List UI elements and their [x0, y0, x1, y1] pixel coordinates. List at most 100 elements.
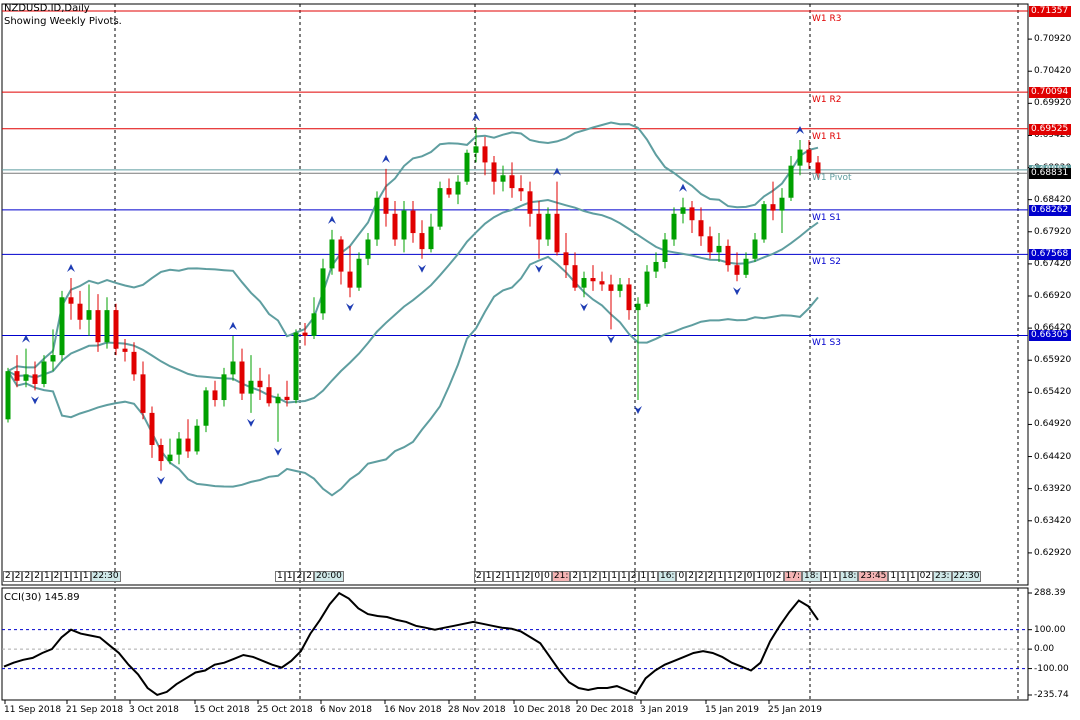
session-cell: 1 [754, 571, 765, 582]
candle-body [374, 197, 380, 240]
candle-body [158, 444, 164, 462]
candle-body [149, 412, 155, 445]
session-strip: 2 1 2 1 1 2 0 0 21: 2 1 2 1 1 1 2 1 1 16: 0 2 2 2 1 1 2 0 1 0 2 17: 18:… [474, 571, 982, 582]
candle-body [581, 278, 587, 288]
session-cell: 18: [839, 571, 859, 582]
candle-body [797, 149, 803, 166]
candle-body [734, 265, 740, 275]
session-cell: 1 [483, 571, 494, 582]
candle-body [680, 207, 686, 214]
session-cell: 1 [61, 571, 72, 582]
price-tick-label: 0.67420 [1034, 258, 1072, 269]
candle-body [527, 191, 533, 214]
session-cell: 2 [695, 571, 706, 582]
candle-body [446, 188, 452, 195]
session-cell: 22:30 [951, 571, 982, 582]
pivot-label: W1 S3 [812, 338, 841, 349]
price-tick-label: 0.67920 [1034, 226, 1072, 237]
candle-body [59, 297, 65, 356]
session-cell: 1 [725, 571, 735, 582]
candle-body [707, 236, 713, 253]
session-cell: 1 [648, 571, 658, 582]
pivot-price-box: 0.70094 [1029, 87, 1071, 99]
candle-body [806, 149, 812, 163]
session-cell: 0 [744, 571, 755, 582]
session-cell: 2 [522, 571, 533, 582]
candle-body [311, 313, 317, 336]
candle-body [383, 197, 389, 214]
candle-body [428, 226, 434, 250]
date-tick-label: 3 Jan 2019 [640, 705, 689, 715]
session-cell: 2 [589, 571, 600, 582]
fractal-up-arrow [229, 321, 237, 330]
candle-body [275, 396, 281, 404]
session-cell: 2 [3, 571, 13, 582]
price-pane-border [1, 3, 1029, 586]
fractal-down-arrow [274, 447, 282, 456]
session-cell: 2 [773, 571, 784, 582]
session-cell: 1 [41, 571, 52, 582]
candle-body [392, 213, 398, 240]
price-tick-label: 0.70420 [1034, 66, 1072, 77]
price-tick-label: 0.64920 [1034, 419, 1072, 430]
candle-body [5, 371, 11, 420]
session-cell: 2 [570, 571, 581, 582]
candle-body [689, 207, 695, 221]
session-cell: 2 [705, 571, 716, 582]
date-tick-label: 20 Dec 2018 [576, 705, 634, 715]
candle-body [140, 374, 146, 413]
session-cell: 1 [284, 571, 295, 582]
cci-tick-label: -100.00 [1034, 663, 1069, 674]
session-cell: 2 [474, 571, 484, 582]
candle-body [329, 239, 335, 269]
candle-body [725, 245, 731, 266]
price-tick-label: 0.68420 [1034, 194, 1072, 205]
candle-body [419, 233, 425, 250]
candle-body [752, 239, 758, 259]
price-tick-label: 0.65920 [1034, 355, 1072, 366]
date-tick-label: 11 Sep 2018 [4, 705, 62, 715]
session-cell: 2 [12, 571, 23, 582]
candle-body [284, 396, 290, 401]
candle-body [203, 390, 209, 426]
pivot-label: W1 R3 [812, 14, 842, 25]
candle-body [599, 281, 605, 285]
candle-body [608, 284, 614, 291]
candle-body [410, 210, 416, 234]
session-cell: 1 [715, 571, 726, 582]
candle-body [554, 213, 560, 253]
date-tick-label: 25 Jan 2019 [768, 705, 822, 715]
fractal-down-arrow [634, 406, 642, 415]
candles [5, 127, 821, 471]
pivot-lines [2, 10, 1028, 336]
candle-body [572, 265, 578, 288]
fractal-up-arrow [382, 154, 390, 163]
pivot-caption: Showing Weekly Pivots. [4, 16, 122, 27]
session-cell: 1 [638, 571, 649, 582]
cci-tick-label: 0.00 [1034, 644, 1055, 655]
fractal-down-arrow [157, 476, 165, 485]
session-cell: 1 [80, 571, 91, 582]
candle-body [356, 258, 362, 288]
candle-body [761, 204, 767, 240]
candle-body [320, 268, 326, 314]
candle-body [365, 239, 371, 259]
candle-body [77, 303, 83, 320]
candle-body [743, 258, 749, 275]
session-cell: 2 [32, 571, 42, 582]
date-tick-label: 10 Dec 2018 [513, 705, 571, 715]
session-cell: 0 [542, 571, 552, 582]
candle-body [635, 303, 641, 311]
fractal-down-arrow [346, 303, 354, 312]
pivot-label: W1 S1 [812, 212, 841, 223]
pivot-label: W1 R1 [812, 131, 842, 142]
session-cell: 21: [551, 571, 571, 582]
band-lower [7, 255, 819, 497]
fractal-down-arrow [733, 287, 741, 296]
fractal-down-arrow [607, 335, 615, 344]
candle-body [401, 210, 407, 240]
date-tick-label: 28 Nov 2018 [448, 705, 506, 715]
session-cell: 2 [304, 571, 314, 582]
candle-body [50, 355, 56, 362]
